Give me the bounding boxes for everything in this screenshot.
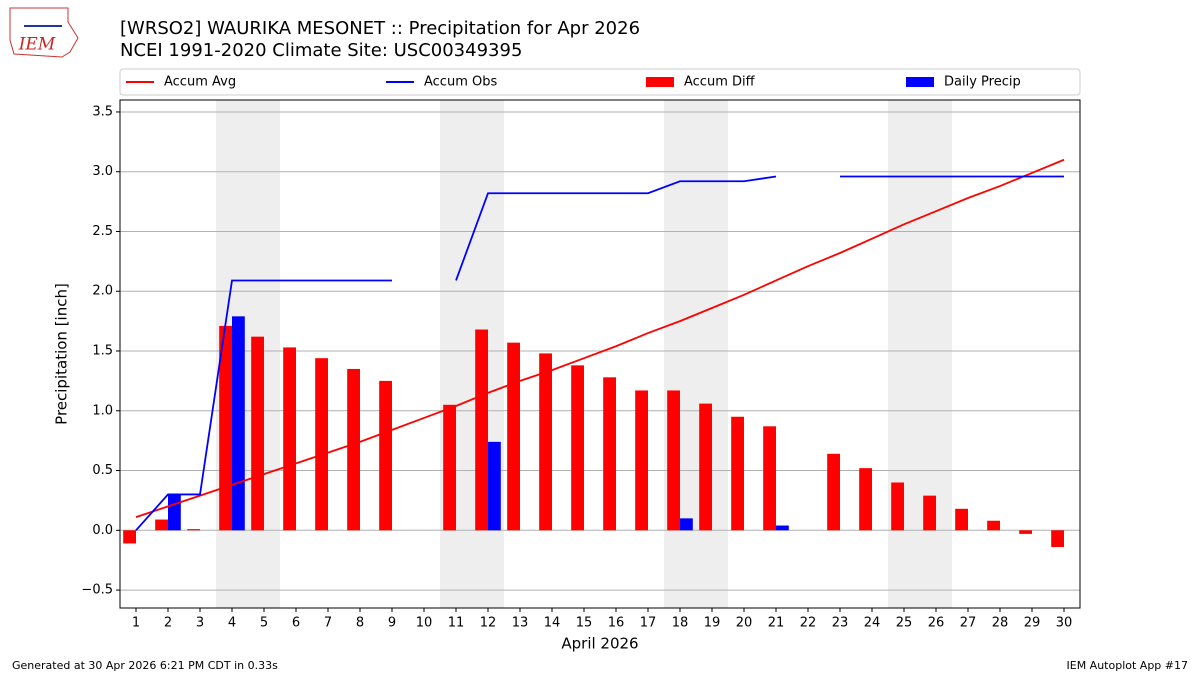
y-tick-label: 3.0 xyxy=(92,164,113,179)
x-tick-label: 22 xyxy=(800,616,817,631)
bar xyxy=(603,377,616,531)
x-tick-label: 30 xyxy=(1056,616,1073,631)
x-tick-label: 17 xyxy=(640,616,657,631)
line xyxy=(135,158,1065,519)
footer-right: IEM Autoplot App #17 xyxy=(1067,659,1189,672)
x-tick-label: 14 xyxy=(544,616,561,631)
x-tick-label: 19 xyxy=(704,616,721,631)
bar xyxy=(168,494,181,531)
y-tick-label: 1.5 xyxy=(92,344,113,359)
bar xyxy=(507,342,520,531)
bar xyxy=(987,520,1000,531)
bar xyxy=(443,404,456,531)
bar xyxy=(731,416,744,531)
y-axis-label: Precipitation [inch] xyxy=(53,283,71,425)
bar xyxy=(232,316,245,531)
bar xyxy=(488,441,501,531)
bar xyxy=(1019,530,1032,534)
bar xyxy=(219,325,232,531)
chart-subtitle: NCEI 1991-2020 Climate Site: USC00349395 xyxy=(120,40,522,61)
legend-label: Accum Diff xyxy=(684,75,756,90)
legend-label: Accum Obs xyxy=(424,75,497,90)
y-tick-label: 3.5 xyxy=(92,104,113,119)
bar xyxy=(283,347,296,531)
bar xyxy=(776,525,789,531)
bar xyxy=(347,368,360,531)
bar xyxy=(315,358,328,531)
legend-swatch xyxy=(906,77,934,87)
x-tick-label: 12 xyxy=(480,616,497,631)
x-tick-label: 15 xyxy=(576,616,593,631)
logo-text: IEM xyxy=(18,35,56,55)
x-tick-label: 13 xyxy=(512,616,529,631)
x-tick-label: 10 xyxy=(416,616,433,631)
x-tick-label: 8 xyxy=(356,616,364,631)
y-tick-label: 0.5 xyxy=(92,463,113,478)
line xyxy=(135,175,1064,531)
legend xyxy=(119,68,1081,96)
bar xyxy=(955,508,968,531)
x-tick-label: 16 xyxy=(608,616,625,631)
y-tick-label: 1.0 xyxy=(92,403,113,418)
x-tick-label: 2 xyxy=(164,616,172,631)
footer-left: Generated at 30 Apr 2026 6:21 PM CDT in … xyxy=(12,659,278,672)
chart-title: [WRSO2] WAURIKA MESONET :: Precipitation… xyxy=(120,18,640,39)
y-tick-label: 2.5 xyxy=(92,224,113,239)
bar xyxy=(123,530,136,544)
x-tick-label: 23 xyxy=(832,616,849,631)
bar xyxy=(667,390,680,531)
y-tick-label: −0.5 xyxy=(81,583,113,598)
plot-frame xyxy=(119,99,1081,609)
bar xyxy=(891,482,904,531)
bar xyxy=(155,519,168,531)
bar xyxy=(187,529,200,531)
x-axis-label: April 2026 xyxy=(561,635,638,653)
x-tick-label: 25 xyxy=(896,616,913,631)
weekend-shade xyxy=(664,100,728,608)
bar xyxy=(251,336,264,531)
x-tick-label: 11 xyxy=(448,616,465,631)
x-tick-label: 7 xyxy=(324,616,332,631)
weekend-shade xyxy=(440,100,504,608)
bar xyxy=(923,495,936,531)
logo: IEM xyxy=(9,7,79,58)
x-tick-label: 6 xyxy=(292,616,300,631)
bar xyxy=(475,329,488,531)
x-tick-label: 9 xyxy=(388,616,396,631)
x-tick-label: 26 xyxy=(928,616,945,631)
y-tick-label: 0.0 xyxy=(92,523,113,538)
bar xyxy=(699,403,712,531)
x-tick-label: 27 xyxy=(960,616,977,631)
bar xyxy=(859,468,872,531)
bar xyxy=(571,365,584,531)
x-tick-label: 20 xyxy=(736,616,753,631)
bar xyxy=(763,426,776,531)
x-tick-label: 5 xyxy=(260,616,268,631)
bar xyxy=(539,353,552,531)
x-tick-label: 29 xyxy=(1024,616,1041,631)
bar xyxy=(680,518,693,531)
y-tick-label: 2.0 xyxy=(92,284,113,299)
bar xyxy=(1051,530,1064,548)
bar xyxy=(827,453,840,531)
x-tick-label: 1 xyxy=(132,616,140,631)
bar xyxy=(379,380,392,531)
x-tick-label: 4 xyxy=(228,616,236,631)
x-tick-label: 3 xyxy=(196,616,204,631)
x-tick-label: 18 xyxy=(672,616,689,631)
legend-label: Daily Precip xyxy=(944,75,1021,90)
legend-swatch xyxy=(646,77,674,87)
x-tick-label: 21 xyxy=(768,616,785,631)
x-tick-label: 24 xyxy=(864,616,881,631)
x-tick-label: 28 xyxy=(992,616,1009,631)
bar xyxy=(635,390,648,531)
legend-label: Accum Avg xyxy=(164,75,236,90)
